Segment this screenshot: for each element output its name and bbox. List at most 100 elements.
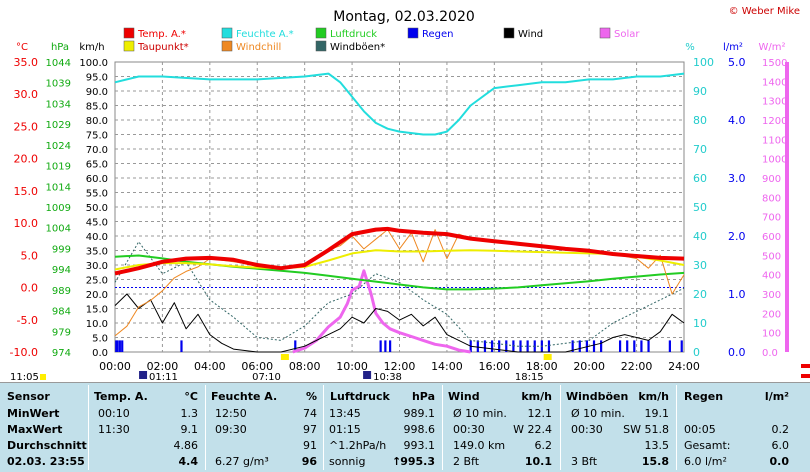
- edge-marker: [801, 374, 810, 378]
- column-separator: [205, 385, 206, 470]
- tick-label: 30.0: [14, 88, 39, 101]
- tick-label: 1200: [762, 116, 787, 127]
- legend-label: Temp. A.*: [137, 29, 186, 40]
- tick-label: 5.0: [92, 334, 108, 345]
- table-header: Regen: [684, 390, 724, 403]
- rain-bar: [121, 340, 124, 352]
- x-tick-label: 16:00: [478, 360, 510, 373]
- rain-bar: [578, 340, 581, 352]
- wind-value: 10.1: [524, 455, 552, 468]
- pressure-value: 993.1: [403, 439, 436, 452]
- wind-desc: Ø 10 min.: [453, 407, 507, 420]
- tick-label: 1044: [46, 58, 71, 69]
- tick-label: 300: [762, 290, 781, 301]
- tick-label: 0: [693, 346, 700, 359]
- moonset-time: 01:11: [149, 372, 178, 382]
- tick-label: 3.0: [728, 172, 746, 185]
- tick-label: 1009: [46, 203, 71, 214]
- tick-label: 1014: [46, 182, 71, 193]
- table-header: km/h: [521, 390, 552, 403]
- row-label: MinWert: [7, 407, 60, 420]
- gust-value: 13.5: [644, 439, 670, 452]
- update-time: 11:05: [10, 372, 39, 382]
- rain-bar: [118, 340, 121, 352]
- x-tick-label: 14:00: [431, 360, 463, 373]
- sunset-time: 18:15: [515, 372, 544, 382]
- tick-label: 60: [693, 172, 707, 185]
- tick-label: 989: [52, 286, 71, 297]
- tick-label: 984: [52, 307, 71, 318]
- x-tick-label: 06:00: [241, 360, 273, 373]
- tick-label: 45.0: [86, 218, 108, 229]
- humidity-value: 74: [303, 407, 317, 420]
- tick-label: 1004: [46, 224, 71, 235]
- rain-value: 0.2: [771, 423, 790, 436]
- rain-bar: [547, 340, 551, 352]
- tick-label: 30.0: [86, 261, 108, 272]
- tick-label: 20.0: [86, 290, 108, 301]
- tick-label: 35.0: [86, 247, 108, 258]
- tick-label: 800: [762, 193, 781, 204]
- chart-event-marks: 01:11 10:38 07:10 18:15 11:05: [10, 354, 810, 382]
- wind-value: 6.2: [534, 439, 553, 452]
- tick-label: 10.0: [86, 319, 108, 330]
- tick-label: 35.0: [14, 56, 39, 69]
- rain-desc: Gesamt:: [684, 439, 731, 452]
- solar-unit-label: W/m²: [758, 42, 785, 53]
- tick-label: 0.0: [92, 348, 108, 359]
- table-header: Windböen: [566, 390, 629, 403]
- tick-label: 979: [52, 327, 71, 338]
- tick-label: 200: [762, 309, 781, 320]
- tick-label: 25.0: [86, 276, 108, 287]
- x-tick-label: 18:00: [526, 360, 558, 373]
- gust-desc: Ø 10 min.: [571, 407, 625, 420]
- tick-label: 40: [693, 230, 707, 243]
- tick-label: 70: [693, 143, 707, 156]
- tick-label: 700: [762, 213, 781, 224]
- tick-label: 10.0: [14, 217, 39, 230]
- rain-bar: [294, 340, 297, 352]
- gust-value: 19.1: [644, 407, 670, 420]
- humidity-value: 91: [303, 439, 317, 452]
- legend-swatch: [123, 40, 135, 52]
- sunrise-marker: [280, 354, 289, 360]
- tick-label: 1100: [762, 135, 787, 146]
- tick-label: 1300: [762, 97, 787, 108]
- tick-label: 1019: [46, 162, 71, 173]
- humidity-time: 09:30: [215, 423, 247, 436]
- table-header: l/m²: [764, 390, 789, 403]
- tick-label: 15.0: [86, 305, 108, 316]
- legend-swatch: [503, 27, 515, 39]
- tick-label: 1029: [46, 120, 71, 131]
- legend-label: Regen: [422, 29, 454, 40]
- series-line: [114, 293, 685, 353]
- wind-unit-label: km/h: [79, 42, 104, 53]
- legend-label: Windchill: [236, 42, 281, 53]
- temp-time: 00:10: [98, 407, 130, 420]
- x-tick-label: 00:00: [99, 360, 131, 373]
- legend-label: Taupunkt*: [137, 42, 189, 53]
- humidity-time: 6.27 g/m³: [215, 455, 269, 468]
- tick-label: 1.0: [728, 288, 746, 301]
- rain-bar: [498, 340, 501, 352]
- tick-label: 15.0: [14, 185, 39, 198]
- rain-bar: [626, 340, 629, 352]
- rain-bar: [519, 340, 522, 352]
- tick-label: 1400: [762, 77, 787, 88]
- tick-label: 50.0: [86, 203, 108, 214]
- rain-bar: [476, 340, 479, 352]
- humidity-time: 12:50: [215, 407, 247, 420]
- rain-bar: [571, 340, 574, 352]
- rain-bar: [680, 340, 683, 352]
- rain-bar: [526, 340, 529, 352]
- x-tick-label: 10:00: [336, 360, 368, 373]
- wind-value: W 22.4: [513, 423, 552, 436]
- update-marker: [40, 374, 46, 380]
- tick-label: 70.0: [86, 145, 108, 156]
- rain-bar: [668, 340, 671, 352]
- pressure-value: 989.1: [403, 407, 436, 420]
- tick-label: -10.0: [10, 346, 38, 359]
- tick-label: 20: [693, 288, 707, 301]
- rain-bar: [483, 340, 487, 352]
- rain-unit-label: l/m²: [723, 42, 743, 53]
